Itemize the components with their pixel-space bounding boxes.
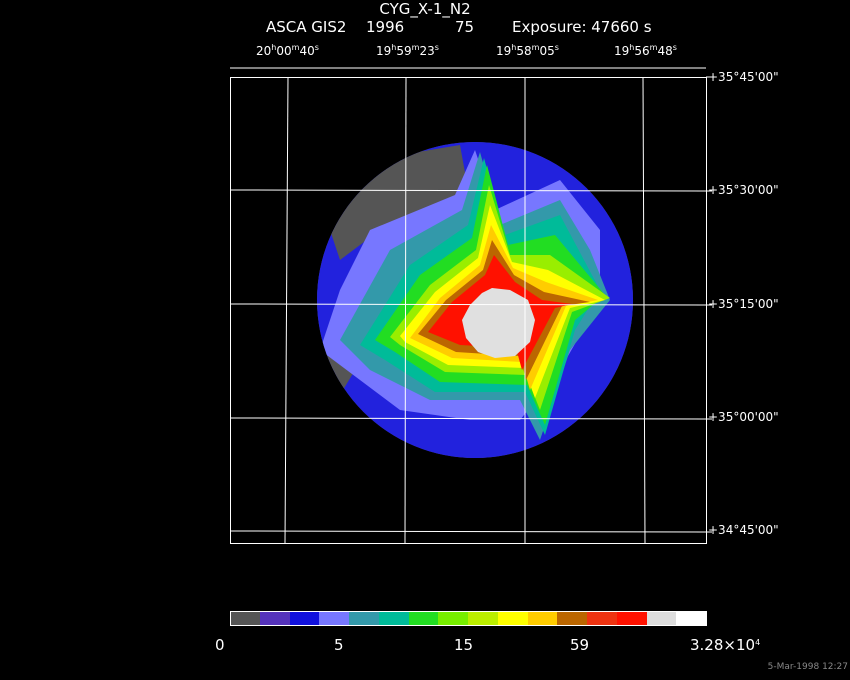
colorbar-swatch — [498, 611, 528, 625]
colorbar-swatch — [617, 611, 647, 625]
year-label: 1996 — [366, 18, 405, 36]
colorbar-swatch — [349, 611, 379, 625]
dec-grid-line — [230, 303, 706, 306]
colorbar-swatch — [587, 611, 617, 625]
coordinate-grid — [230, 77, 706, 543]
colorbar-swatch — [528, 611, 557, 625]
colorbar-label: 0 — [215, 636, 225, 654]
ra-grid-line — [642, 77, 646, 543]
dec-tick-label: +35°45'00" — [708, 70, 779, 84]
plot-title: CYG_X-1_N2 — [379, 0, 471, 18]
instrument-label: ASCA GIS2 — [266, 18, 347, 36]
dec-grid-line — [230, 189, 706, 192]
colorbar-swatch — [260, 611, 290, 625]
dec-grid-line — [230, 530, 706, 533]
dec-tick-label: +35°00'00" — [708, 410, 779, 424]
colorbar-swatch — [290, 611, 319, 625]
dec-grid-line — [230, 417, 706, 420]
detector-image — [317, 142, 633, 458]
colorbar-swatch — [409, 611, 438, 625]
dec-tick-label: +35°30'00" — [708, 183, 779, 197]
colorbar-swatch — [468, 611, 498, 625]
ra-tick-label: 19h58m05s — [496, 43, 559, 59]
colorbar — [230, 611, 706, 625]
colorbar-swatch — [230, 611, 260, 625]
colorbar-swatch — [647, 611, 676, 625]
colorbar-swatch — [676, 611, 706, 625]
timestamp: 5-Mar-1998 12:27 — [767, 662, 848, 672]
exposure-label: Exposure: 47660 s — [512, 18, 652, 36]
ra-tick-label: 19h56m48s — [614, 43, 677, 59]
plot-frame — [230, 77, 707, 544]
colorbar-label: 59 — [570, 636, 590, 654]
ra-grid-line — [284, 77, 289, 543]
ra-tick-label: 20h00m40s — [256, 43, 319, 59]
colorbar-swatch — [379, 611, 409, 625]
number-label: 75 — [455, 18, 475, 36]
colorbar-swatch — [438, 611, 468, 625]
colorbar-swatch — [319, 611, 349, 625]
ra-grid-line — [404, 77, 407, 543]
colorbar-max-label: 3.28×104 — [690, 636, 761, 654]
colorbar-swatch — [557, 611, 587, 625]
colorbar-label: 15 — [454, 636, 474, 654]
source-core — [462, 288, 535, 358]
dec-tick-label: +35°15'00" — [708, 297, 779, 311]
dec-tick-label: +34°45'00" — [708, 523, 779, 537]
colorbar-label: 5 — [334, 636, 344, 654]
ra-tick-label: 19h59m23s — [376, 43, 439, 59]
colorbar-frame — [230, 611, 707, 626]
